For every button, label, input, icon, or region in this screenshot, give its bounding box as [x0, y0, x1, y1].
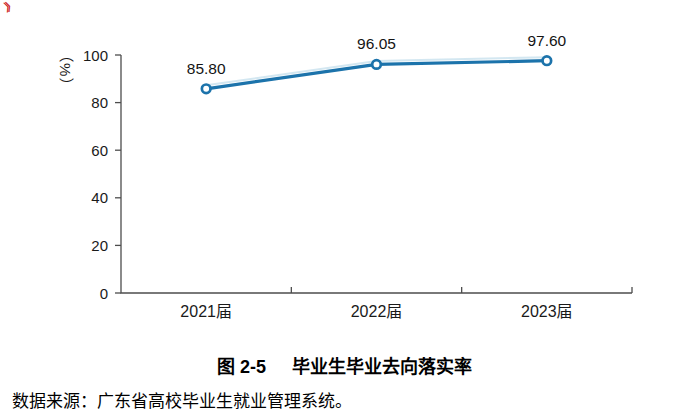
- y-tick-label: 100: [83, 47, 108, 64]
- y-axis-unit-label: （%）: [56, 47, 74, 93]
- page: 》 0204060801002021届2022届2023届85.8096.059…: [0, 0, 689, 418]
- data-point-label: 97.60: [527, 32, 566, 49]
- y-tick-label: 0: [100, 285, 108, 302]
- axis-lines: [121, 55, 632, 293]
- figure-number: 图 2-5: [217, 357, 266, 377]
- figure-caption: 图 2-5 毕业生毕业去向落实率: [0, 352, 689, 378]
- y-tick-label: 20: [91, 237, 108, 254]
- data-point-marker: [543, 56, 552, 65]
- data-point-marker: [372, 60, 381, 69]
- y-tick-label: 80: [91, 94, 108, 111]
- y-tick-label: 40: [91, 189, 108, 206]
- x-tick-label: 2022届: [351, 303, 403, 320]
- figure-title: 毕业生毕业去向落实率: [292, 357, 472, 377]
- x-tick-label: 2023届: [521, 303, 573, 320]
- line-chart-svg: 0 20 40 60 80 100 2021届 2022届 2023届 85.80 96.05 97.…: [0, 0, 689, 345]
- x-tick-label: 2021届: [180, 303, 232, 320]
- y-tick-label: 60: [91, 142, 108, 159]
- data-point-label: 85.80: [187, 60, 226, 77]
- data-point-marker: [202, 84, 211, 93]
- data-point-label: 96.05: [357, 35, 396, 52]
- data-source-note: 数据来源：广东省高校毕业生就业管理系统。: [12, 387, 672, 412]
